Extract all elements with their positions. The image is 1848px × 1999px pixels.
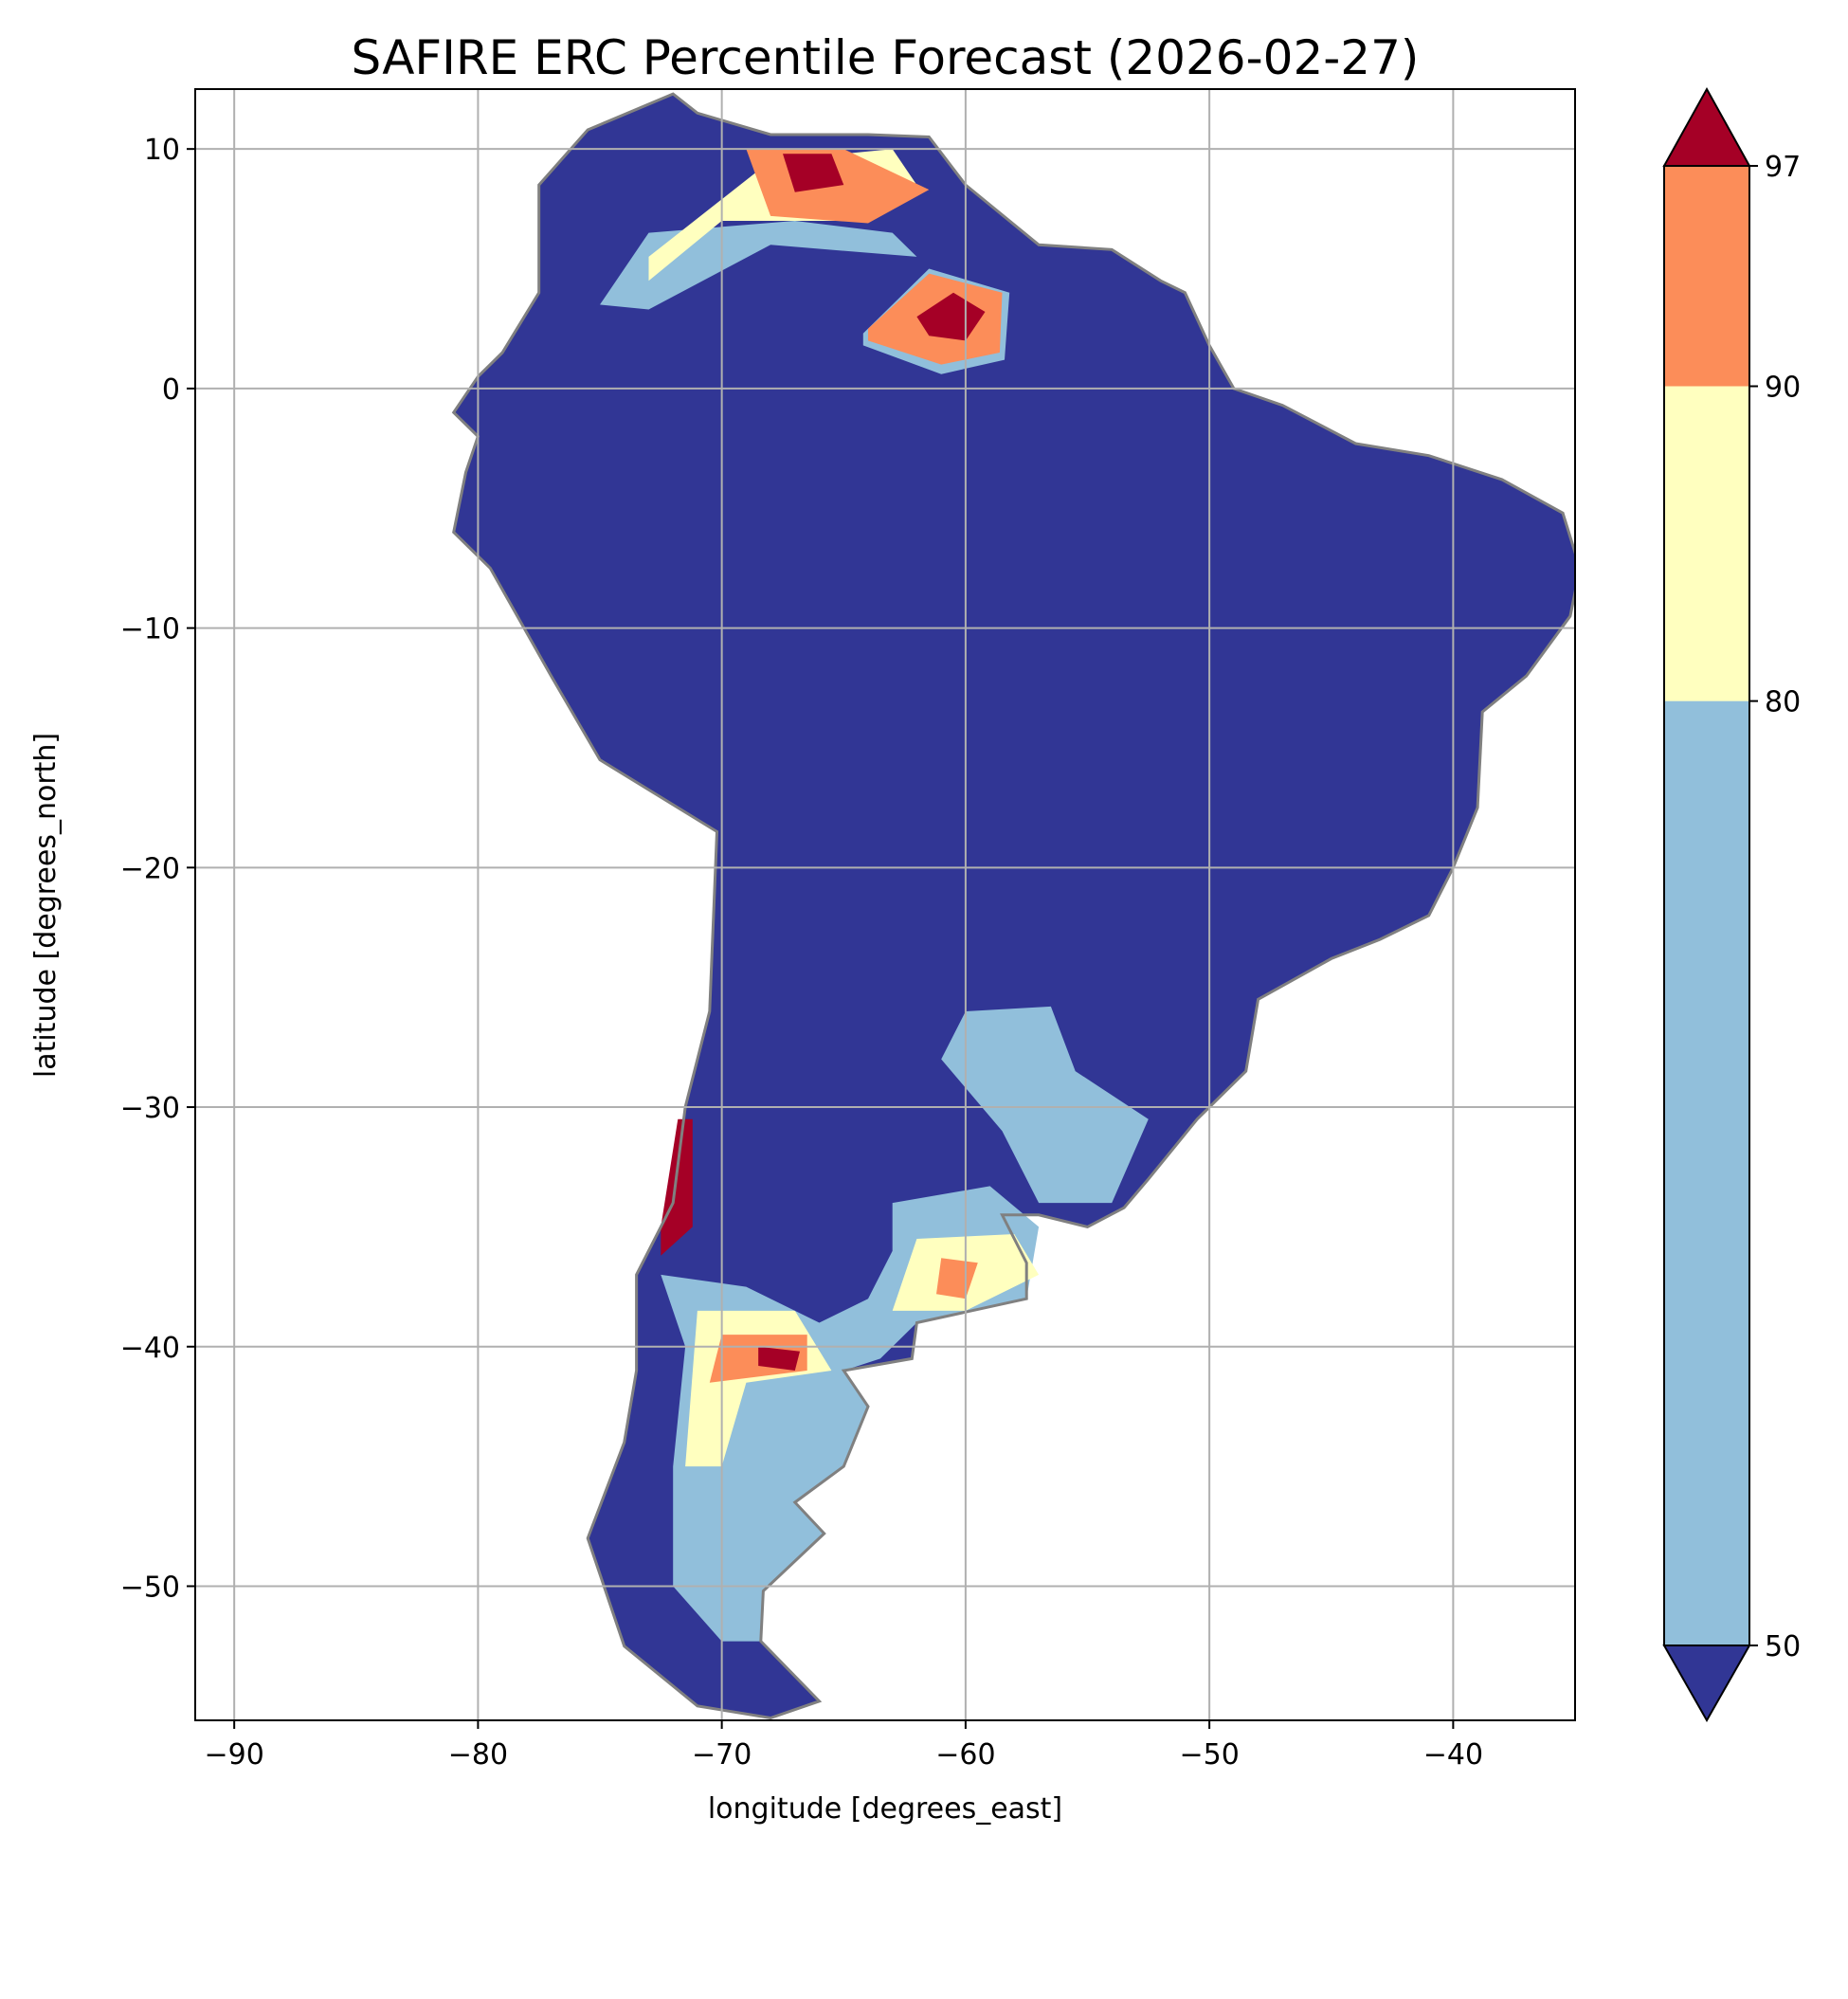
y-tick-label: 10 <box>144 134 180 167</box>
x-axis-ticks: −90 −80 −70 −60 −50 −40 <box>205 1720 1483 1772</box>
x-tick-label: −50 <box>1179 1738 1239 1772</box>
region-patagonia-red <box>758 1346 800 1371</box>
colorbar-tick-label: 90 <box>1765 371 1801 404</box>
x-tick-label: −40 <box>1423 1738 1483 1772</box>
y-axis-label: latitude [degrees_north] <box>29 733 63 1078</box>
colorbar-tick-label: 50 <box>1765 1630 1801 1663</box>
colorbar-segment-50-80 <box>1664 700 1749 1645</box>
region-chile-red <box>661 1118 693 1256</box>
colorbar: 50 80 90 97 <box>1662 86 1801 1723</box>
x-tick-label: −60 <box>935 1738 995 1772</box>
y-tick-label: −10 <box>120 613 180 646</box>
x-tick-label: −80 <box>448 1738 508 1772</box>
y-axis-ticks: 10 0 −10 −20 −30 −40 −50 <box>120 134 195 1604</box>
coastline <box>451 92 1575 1720</box>
colorbar-segment-90-97 <box>1664 166 1749 387</box>
colorbar-extend-under <box>1662 1645 1751 1723</box>
map-plot-area <box>451 92 1575 1720</box>
region-uruguay-light <box>941 1006 1149 1204</box>
x-tick-label: −90 <box>205 1738 264 1772</box>
y-tick-label: −50 <box>120 1571 180 1604</box>
colorbar-segment-80-90 <box>1664 386 1749 701</box>
colorbar-extend-over <box>1662 86 1751 167</box>
colorbar-tick-label: 97 <box>1765 151 1801 184</box>
region-roraima-red <box>916 292 986 341</box>
region-llanos-red <box>783 154 844 192</box>
colorbar-frame <box>1663 165 1750 1646</box>
x-axis-label: longitude [degrees_east] <box>708 1792 1062 1826</box>
colorbar-tick-label: 80 <box>1765 686 1801 719</box>
x-tick-label: −70 <box>692 1738 752 1772</box>
chart-title: SAFIRE ERC Percentile Forecast (2026-02-… <box>352 30 1420 85</box>
land-below-50 <box>453 94 1575 1718</box>
gridlines <box>195 89 1575 1720</box>
y-tick-label: −30 <box>120 1092 180 1125</box>
y-tick-label: −40 <box>120 1332 180 1365</box>
region-buenosaires-orange <box>936 1258 978 1299</box>
axes-frame <box>194 88 1576 1721</box>
y-tick-label: −20 <box>120 852 180 885</box>
y-tick-label: 0 <box>162 373 180 407</box>
